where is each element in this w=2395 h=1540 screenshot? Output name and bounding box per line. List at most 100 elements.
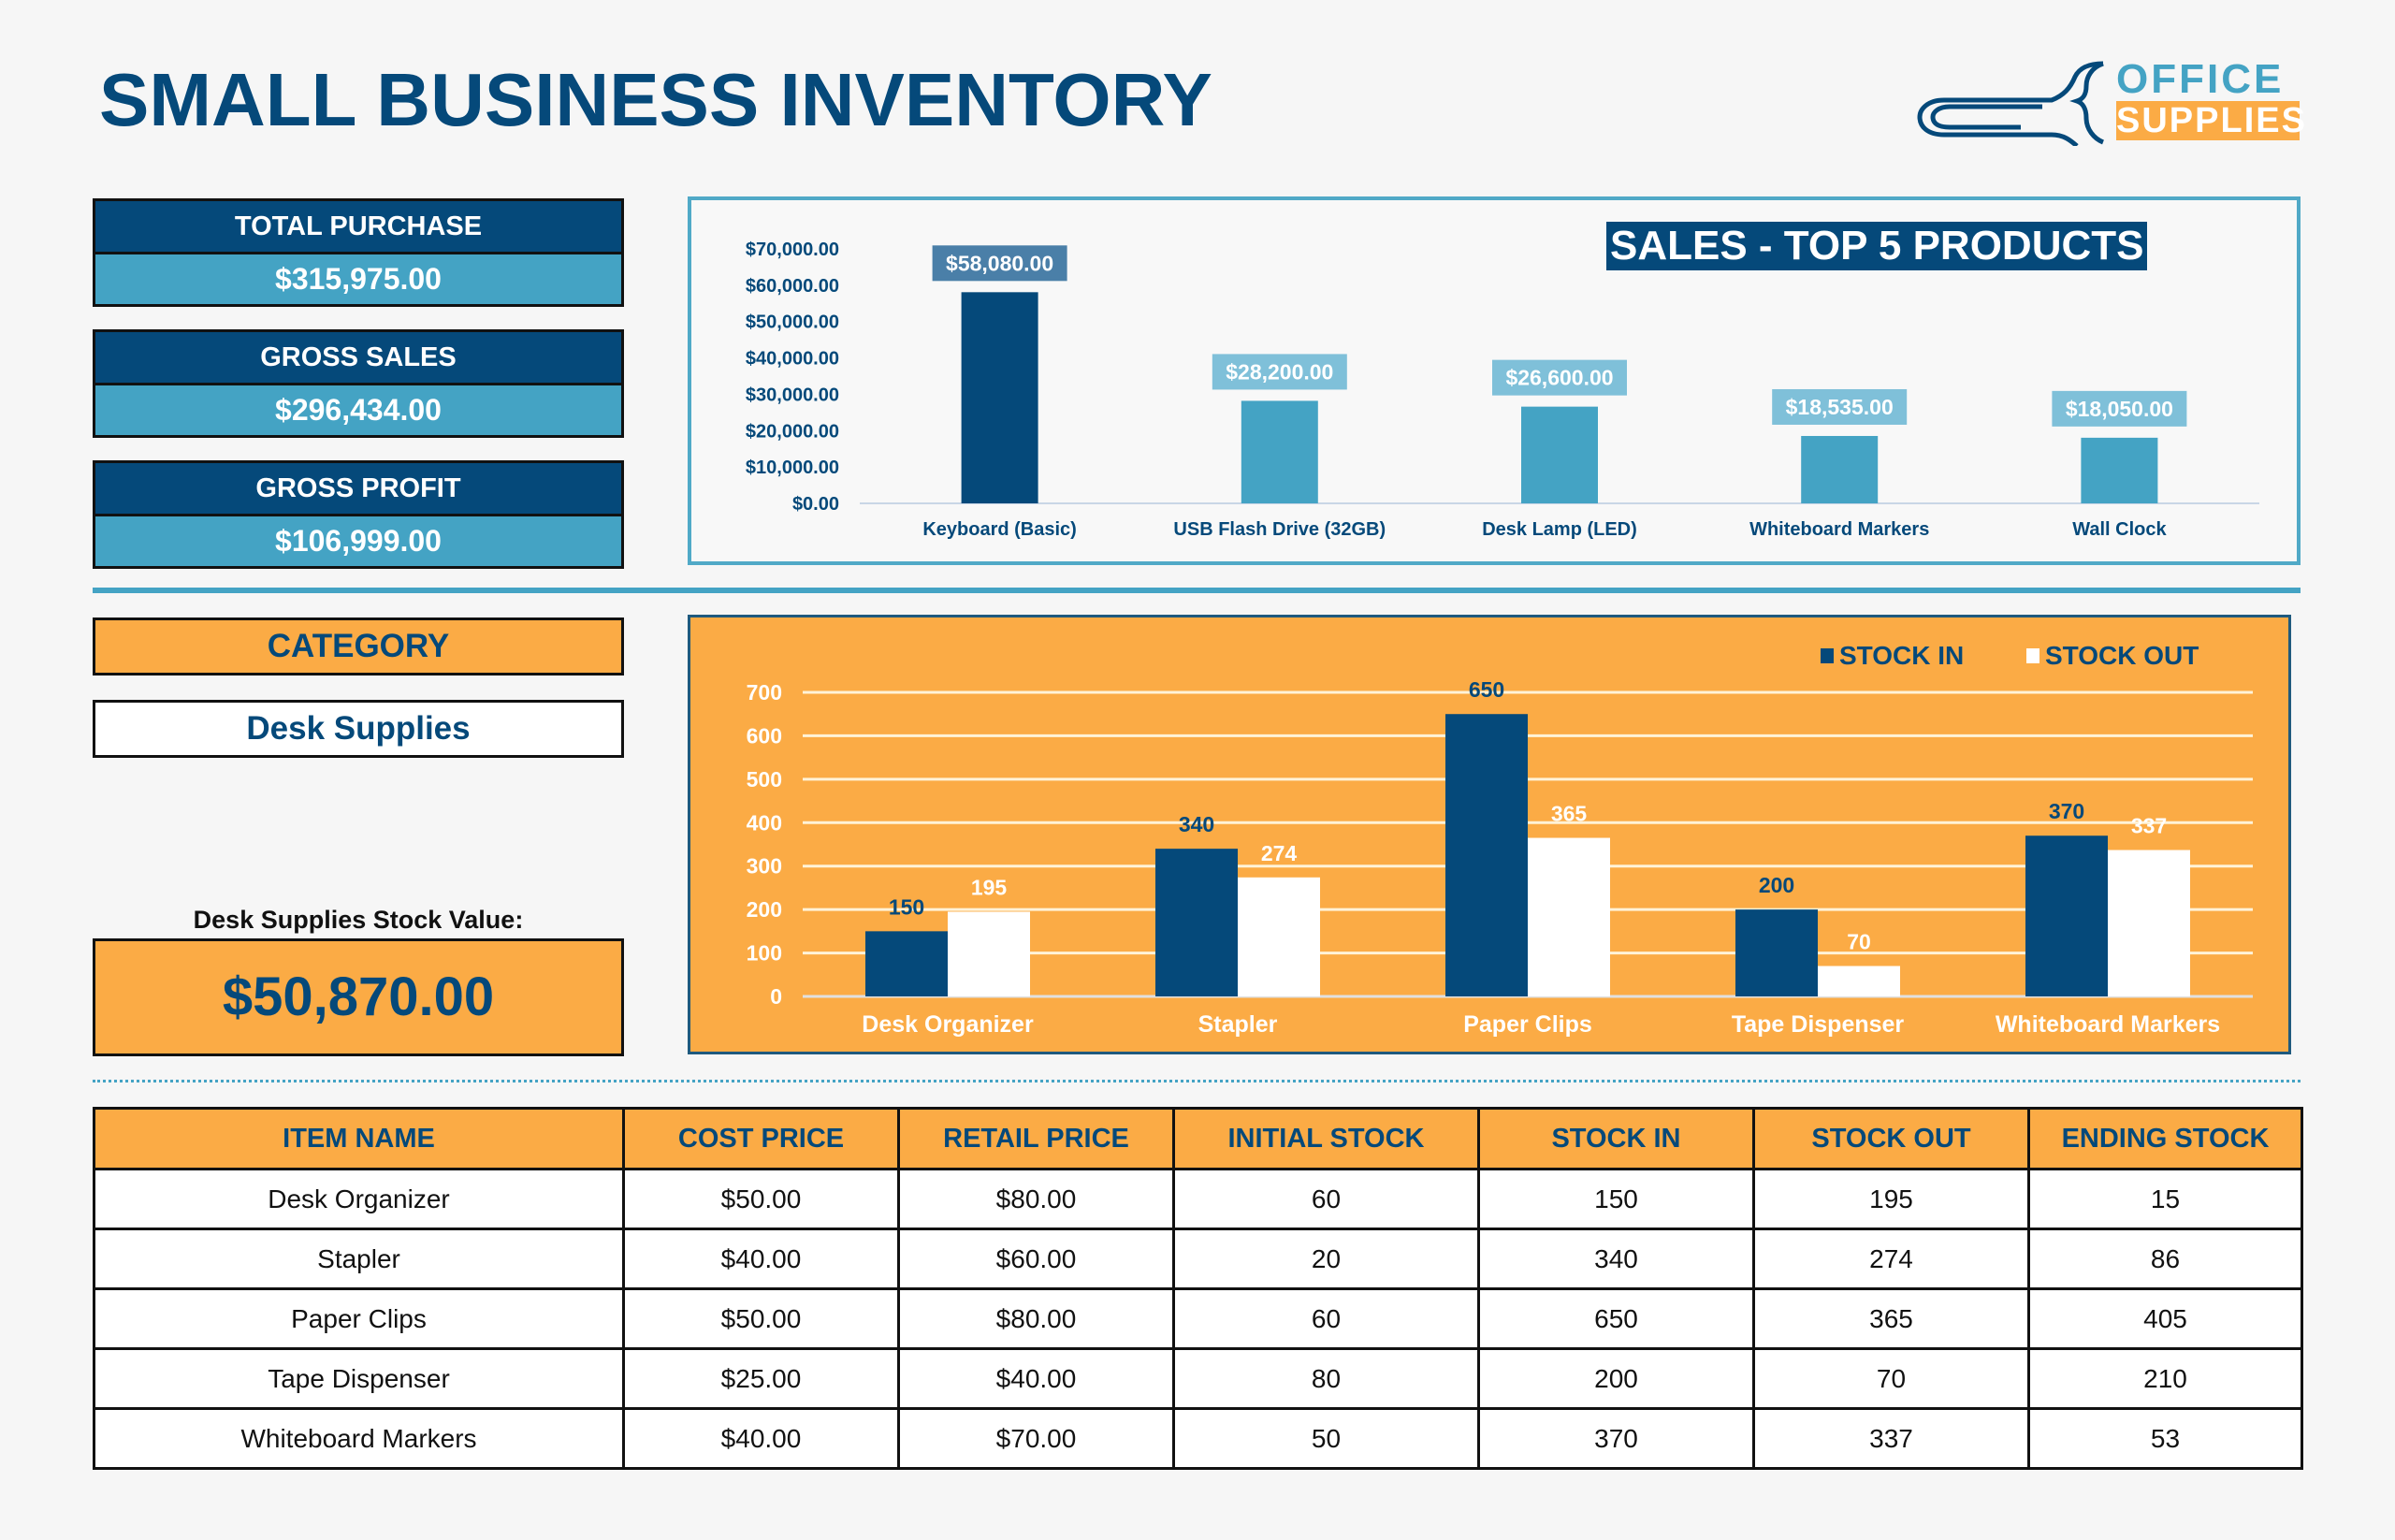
cell-initial-stock: 80 [1172, 1347, 1480, 1410]
y-tick-label: $0.00 [792, 494, 839, 515]
y-tick-label: 100 [747, 941, 782, 966]
stock-out-bar [1528, 837, 1610, 996]
cell-ending-stock: 15 [2027, 1168, 2303, 1230]
y-tick-label: $40,000.00 [746, 349, 839, 370]
kpi-value: $315,975.00 [95, 254, 621, 304]
data-label: $18,535.00 [1786, 395, 1894, 419]
column-header-stock-in: STOCK IN [1477, 1107, 1755, 1170]
x-tick-label: Paper Clips [1463, 1011, 1592, 1038]
stock-chart-panel: 0 100 200 300 400 500 600 700 150 195 Desk Organiz… [688, 615, 2291, 1054]
cell-stock-out: 195 [1752, 1168, 2030, 1230]
cell-retail-price: $80.00 [897, 1287, 1175, 1350]
kpi-label: GROSS SALES [95, 332, 621, 385]
stock-out-bar [1818, 966, 1900, 996]
data-label-box [1772, 388, 1908, 425]
table-row: Tape Dispenser $25.00 $40.00 80 200 70 2… [93, 1347, 2303, 1410]
column-header-cost-price: COST PRICE [622, 1107, 900, 1170]
column-header-initial-stock: INITIAL STOCK [1172, 1107, 1480, 1170]
kpi-value: $296,434.00 [95, 385, 621, 435]
y-tick-label: 400 [747, 810, 782, 835]
cell-item-name: Tape Dispenser [93, 1347, 625, 1410]
stock-in-bar [865, 931, 948, 996]
cell-stock-in: 200 [1477, 1347, 1755, 1410]
data-label-box [2052, 390, 2187, 427]
data-label-box [1492, 359, 1627, 396]
stock-in-label: 650 [1469, 677, 1504, 702]
column-header-retail-price: RETAIL PRICE [897, 1107, 1175, 1170]
cell-item-name: Paper Clips [93, 1287, 625, 1350]
page-title: SMALL BUSINESS INVENTORY [99, 58, 1212, 141]
cell-ending-stock: 405 [2027, 1287, 2303, 1350]
paperclip-icon [1917, 61, 2105, 146]
sales-bar-chart: $0.00 $10,000.00 $20,000.00 $30,000.00 $40,0… [746, 240, 2259, 540]
stock-in-label: 150 [889, 894, 924, 919]
x-tick-label: Stapler [1198, 1011, 1278, 1038]
y-tick-label: $10,000.00 [746, 458, 839, 478]
table-row: Stapler $40.00 $60.00 20 340 274 86 [93, 1228, 2303, 1290]
cell-stock-out: 337 [1752, 1407, 2030, 1470]
stock-in-bar [2025, 835, 2108, 996]
cell-stock-out: 365 [1752, 1287, 2030, 1350]
stock-in-out-chart: 0 100 200 300 400 500 600 700 150 195 Desk Organiz… [747, 641, 2253, 1038]
category-label: CATEGORY [93, 617, 624, 676]
sales-chart-title: SALES - TOP 5 PRODUCTS [1606, 222, 2148, 270]
cell-stock-in: 650 [1477, 1287, 1755, 1350]
cell-cost-price: $50.00 [622, 1287, 900, 1350]
y-tick-label: $60,000.00 [746, 276, 839, 297]
cell-cost-price: $40.00 [622, 1407, 900, 1470]
y-tick-label: $20,000.00 [746, 421, 839, 442]
stock-out-bar [1238, 877, 1320, 996]
logo-text-supplies: SUPPLIES [2116, 101, 2307, 140]
stock-out-label: 70 [1847, 930, 1871, 954]
stock-value-label: Desk Supplies Stock Value: [193, 906, 524, 934]
cell-stock-out: 274 [1752, 1228, 2030, 1290]
cell-retail-price: $60.00 [897, 1228, 1175, 1290]
data-label: $28,200.00 [1226, 359, 1333, 384]
stock-value: $50,870.00 [93, 938, 624, 1056]
kpi-total-purchase: TOTAL PURCHASE $315,975.00 [93, 198, 624, 307]
cell-item-name: Stapler [93, 1228, 625, 1290]
legend-swatch [1821, 648, 1834, 663]
stock-in-bar [1735, 909, 1818, 996]
cell-initial-stock: 60 [1172, 1168, 1480, 1230]
section-divider [93, 588, 2301, 593]
x-tick-label: Keyboard (Basic) [922, 519, 1077, 540]
kpi-gross-profit: GROSS PROFIT $106,999.00 [93, 460, 624, 569]
legend-label: STOCK OUT [2045, 641, 2199, 670]
table-row: Paper Clips $50.00 $80.00 60 650 365 405 [93, 1287, 2303, 1350]
data-label: $26,600.00 [1505, 366, 1613, 390]
kpi-gross-sales: GROSS SALES $296,434.00 [93, 329, 624, 438]
column-header-ending-stock: ENDING STOCK [2027, 1107, 2303, 1170]
cell-initial-stock: 50 [1172, 1407, 1480, 1470]
legend-label: STOCK IN [1839, 641, 1964, 670]
y-tick-label: 600 [747, 723, 782, 748]
data-label-box [932, 245, 1067, 282]
cell-cost-price: $50.00 [622, 1168, 900, 1230]
stock-in-label: 200 [1759, 873, 1794, 897]
cell-item-name: Whiteboard Markers [93, 1407, 625, 1470]
cell-initial-stock: 20 [1172, 1228, 1480, 1290]
x-tick-label: Whiteboard Markers [1996, 1011, 2220, 1038]
column-header-item-name: ITEM NAME [93, 1107, 625, 1170]
y-tick-label: 500 [747, 767, 782, 792]
sales-bar [1521, 406, 1598, 503]
kpi-value: $106,999.00 [95, 516, 621, 566]
sales-bar [2081, 437, 2158, 503]
stock-out-label: 195 [971, 875, 1008, 899]
stock-in-bar [1445, 714, 1528, 996]
category-select[interactable]: Desk Supplies [93, 700, 624, 758]
stock-out-label: 365 [1551, 802, 1588, 826]
x-tick-label: Wall Clock [2072, 519, 2167, 540]
stock-out-label: 337 [2131, 814, 2167, 838]
y-tick-label: 0 [770, 984, 782, 1009]
data-label-box [1212, 354, 1347, 390]
stock-in-label: 340 [1179, 812, 1214, 836]
y-tick-label: 200 [747, 897, 782, 922]
logo-text-office: OFFICE [2116, 56, 2285, 102]
cell-ending-stock: 53 [2027, 1407, 2303, 1470]
table-header-row: ITEM NAME COST PRICE RETAIL PRICE INITIA… [93, 1107, 2303, 1170]
y-tick-label: $50,000.00 [746, 312, 839, 333]
cell-retail-price: $40.00 [897, 1347, 1175, 1410]
x-tick-label: Desk Organizer [862, 1011, 1034, 1038]
cell-initial-stock: 60 [1172, 1287, 1480, 1350]
